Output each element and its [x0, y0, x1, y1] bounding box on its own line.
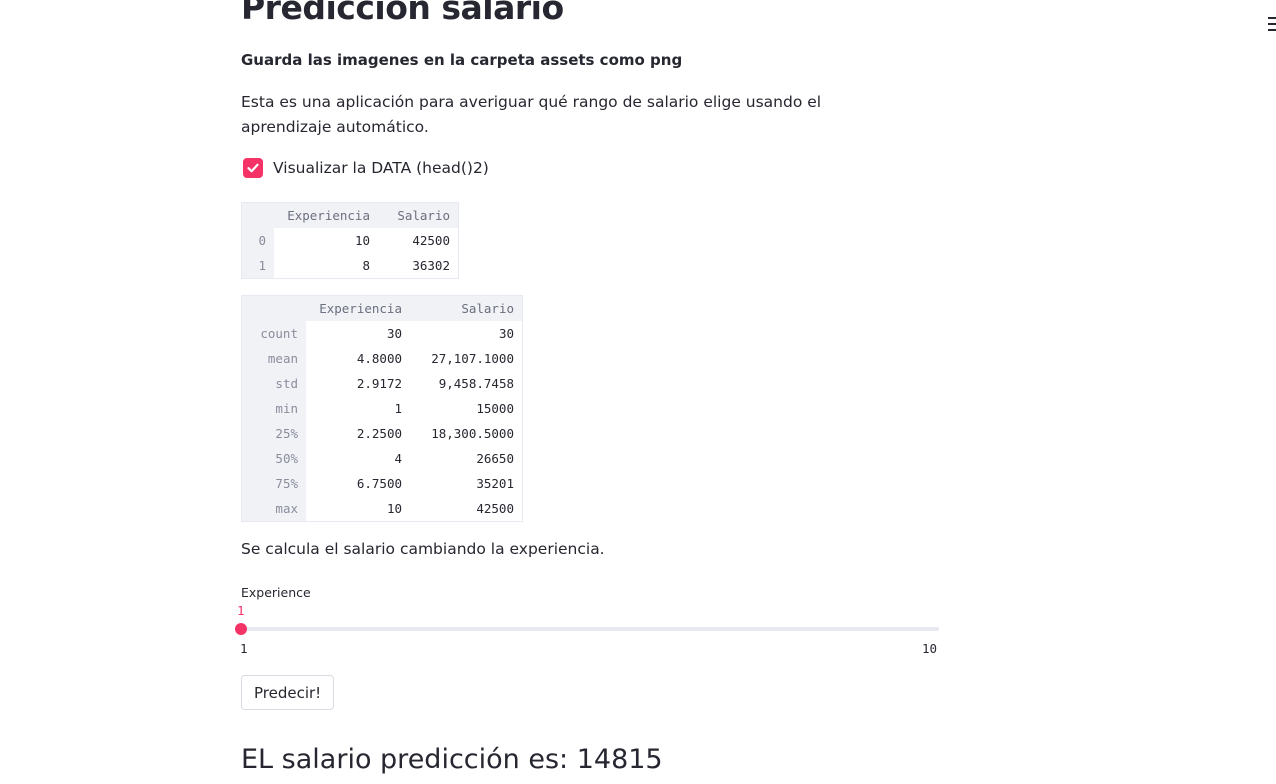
table-cell: 30	[306, 321, 410, 346]
row-index: 25%	[241, 421, 306, 446]
predict-button[interactable]: Predecir!	[241, 675, 335, 710]
row-index: max	[241, 496, 306, 522]
table-cell: 6.7500	[306, 471, 410, 496]
table-cell: 10	[306, 496, 410, 522]
table-row: 1 8 36302	[241, 253, 459, 279]
page-title: Predicción salario	[241, 0, 564, 27]
table-cell: 10	[274, 228, 378, 253]
table-cell: 2.9172	[306, 371, 410, 396]
show-data-checkbox[interactable]: Visualizar la DATA (head()2)	[243, 158, 489, 178]
table-cell: 8	[274, 253, 378, 279]
table-cell: 42500	[410, 496, 523, 522]
table-cell: 4	[306, 446, 410, 471]
table-cell: 9,458.7458	[410, 371, 523, 396]
table-row: std 2.9172 9,458.7458	[241, 371, 523, 396]
table-cell: 27,107.1000	[410, 346, 523, 371]
intro-text: Esta es una aplicación para averiguar qu…	[241, 93, 822, 136]
row-index: 1	[241, 253, 274, 279]
row-index: count	[241, 321, 306, 346]
table-cell: 26650	[410, 446, 523, 471]
table-cell: 30	[410, 321, 523, 346]
table-row: 0 10 42500	[241, 228, 459, 253]
slider-max-label: 10	[922, 641, 938, 656]
show-data-label: Visualizar la DATA (head()2)	[273, 159, 489, 177]
page-subtitle: Guarda las imagenes en la carpeta assets…	[241, 51, 683, 69]
slider-thumb[interactable]	[235, 623, 247, 635]
experience-slider[interactable]	[235, 623, 939, 635]
slider-current-value: 1	[237, 603, 245, 618]
check-icon[interactable]	[243, 158, 263, 178]
hamburger-menu-icon[interactable]	[1268, 17, 1276, 31]
table-cell: 2.2500	[306, 421, 410, 446]
prediction-result: EL salario predicción es: 14815	[241, 744, 663, 775]
row-index: std	[241, 371, 306, 396]
table-row: 25% 2.2500 18,300.5000	[241, 421, 523, 446]
table-cell: 18,300.5000	[410, 421, 523, 446]
table-cell: 35201	[410, 471, 523, 496]
row-index: 75%	[241, 471, 306, 496]
slider-label: Experience	[241, 585, 311, 600]
row-index: 50%	[241, 446, 306, 471]
table-cell: 36302	[378, 253, 459, 279]
index-header	[241, 295, 306, 321]
table-row: min 1 15000	[241, 396, 523, 421]
row-index: mean	[241, 346, 306, 371]
table-cell: 42500	[378, 228, 459, 253]
table-row: count 30 30	[241, 321, 523, 346]
table-cell: 1	[306, 396, 410, 421]
row-index: 0	[241, 228, 274, 253]
table-row: max 10 42500	[241, 496, 523, 522]
column-header: Salario	[378, 202, 459, 228]
data-head-table: Experiencia Salario 0 10 42500 1 8 36302	[241, 202, 459, 279]
calc-description: Se calcula el salario cambiando la exper…	[241, 540, 605, 558]
table-row: 75% 6.7500 35201	[241, 471, 523, 496]
row-index: min	[241, 396, 306, 421]
describe-table: Experiencia Salario count 30 30 mean 4.8…	[241, 295, 523, 522]
column-header: Experiencia	[306, 295, 410, 321]
slider-min-label: 1	[240, 641, 248, 656]
column-header: Experiencia	[274, 202, 378, 228]
table-row: 50% 4 26650	[241, 446, 523, 471]
table-cell: 4.8000	[306, 346, 410, 371]
index-header	[241, 202, 274, 228]
column-header: Salario	[410, 295, 523, 321]
table-row: mean 4.8000 27,107.1000	[241, 346, 523, 371]
table-cell: 15000	[410, 396, 523, 421]
